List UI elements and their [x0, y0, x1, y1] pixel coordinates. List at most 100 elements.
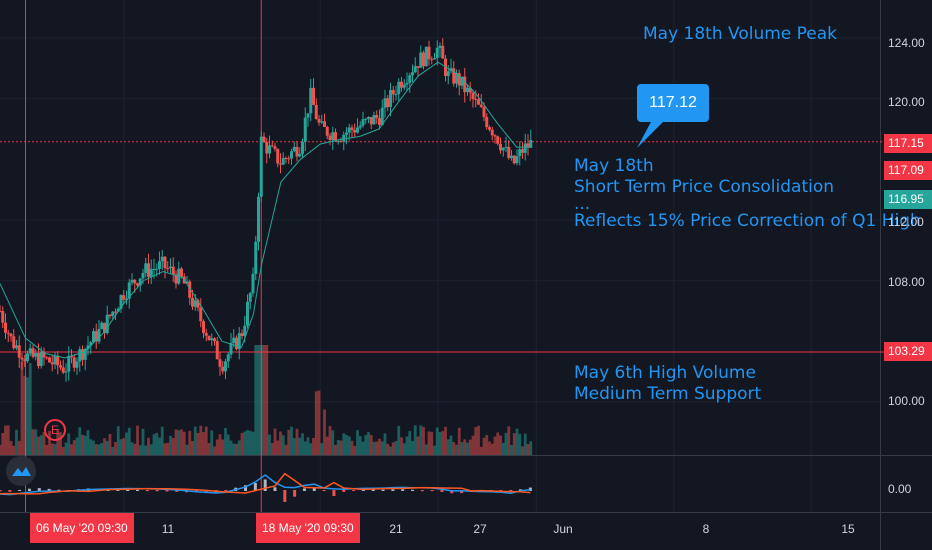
annotation-line: May 18th [574, 156, 654, 176]
volume-bar [391, 442, 395, 455]
volume-bar [320, 443, 324, 455]
volume-bar [413, 425, 417, 455]
candle-body [325, 126, 329, 136]
volume-bar [147, 437, 150, 455]
price-tick: 100.00 [888, 394, 925, 408]
candle-body [72, 357, 76, 368]
macd-histogram-bar [136, 489, 139, 491]
price-callout: 117.12 [637, 84, 709, 122]
volume-bar [466, 442, 469, 455]
candle-body [20, 357, 24, 360]
volume-bar [339, 440, 343, 455]
volume-bar [298, 437, 302, 455]
volume-bar [369, 435, 373, 455]
volume-bar [323, 409, 326, 455]
volume-bar [257, 345, 260, 455]
volume-bar [510, 445, 513, 455]
candle-body [1, 311, 5, 323]
candle-body [119, 295, 123, 309]
volume-bar [314, 391, 318, 455]
candle-body [515, 156, 519, 164]
volume-bar [116, 426, 120, 455]
volume-bar [31, 429, 35, 455]
volume-bar [433, 445, 436, 455]
candle-body [193, 300, 197, 307]
price-tick: 120.00 [888, 95, 925, 109]
volume-bar [119, 439, 123, 455]
candle-body [133, 279, 137, 284]
candle-body [237, 333, 241, 350]
annotation-line: Short Term Price Consolidation [574, 177, 835, 197]
candle-body [163, 256, 167, 269]
volume-bar [270, 442, 274, 455]
candle-body [309, 87, 313, 114]
candle-body [17, 345, 21, 358]
volume-bar [136, 425, 139, 455]
earnings-badge[interactable]: E [44, 419, 66, 441]
candle-body [438, 45, 442, 48]
candle-body [298, 153, 302, 157]
signal-line [0, 472, 531, 495]
volume-bar [427, 431, 431, 455]
tradingview-logo[interactable] [6, 456, 36, 486]
candle-body [435, 47, 439, 59]
candle-body [389, 90, 392, 108]
volume-bar [292, 438, 296, 455]
candle-body [482, 107, 486, 118]
candle-body [259, 136, 263, 197]
candle-body [229, 343, 233, 355]
candle-body [468, 87, 472, 93]
volume-bar [100, 443, 104, 455]
macd-histogram-bar [145, 490, 149, 492]
volume-bar [361, 441, 365, 455]
candle-body [86, 345, 90, 349]
candle-body [408, 75, 412, 83]
annotation-volume-peak: May 18th Volume Peak [643, 24, 837, 45]
candle-body [111, 311, 115, 317]
candle-body [358, 125, 362, 128]
candle-body [334, 132, 337, 142]
volume-bar [149, 444, 153, 455]
candle-body [56, 355, 60, 366]
candle-body [350, 127, 354, 130]
candle-body [279, 163, 282, 165]
volume-bar [441, 431, 445, 455]
volume-bar [273, 428, 277, 455]
candle-body [149, 269, 153, 277]
volume-bar [218, 434, 222, 455]
candle-body [295, 146, 299, 157]
volume-bar [364, 435, 368, 455]
volume-bar [512, 433, 516, 455]
candle-body [521, 149, 524, 153]
candle-body [199, 307, 203, 322]
volume-bar [20, 361, 24, 455]
volume-bar [86, 430, 90, 455]
macd-histogram-bar [302, 488, 306, 491]
volume-bar [215, 439, 219, 455]
volume-bar [424, 444, 428, 455]
candle-body [411, 72, 414, 76]
volume-bar [496, 432, 500, 455]
volume-bar [67, 433, 71, 455]
price-tick: 108.00 [888, 275, 925, 289]
volume-bar [45, 444, 49, 455]
volume-bar [108, 433, 112, 455]
volume-bar [521, 446, 524, 455]
volume-bar [243, 431, 247, 455]
volume-bar [207, 442, 211, 455]
candle-body [232, 337, 236, 344]
candle-body [317, 119, 321, 123]
candle-body [185, 281, 189, 284]
volume-bar [411, 440, 414, 455]
candle-body [477, 99, 480, 105]
candle-body [191, 297, 194, 307]
volume-bar [56, 429, 60, 455]
candle-body [67, 356, 71, 372]
volume-bar [83, 435, 87, 455]
annotation-line: ... [574, 194, 591, 214]
macd-histogram-bar [18, 489, 22, 491]
candle-body [424, 46, 428, 67]
volume-bar [75, 437, 79, 455]
candle-body [380, 107, 384, 125]
